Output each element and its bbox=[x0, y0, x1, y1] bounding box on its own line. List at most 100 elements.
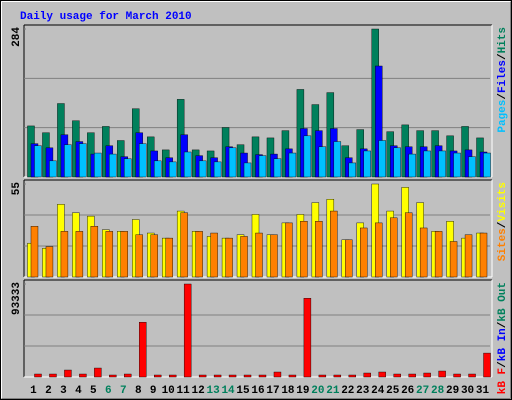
bar bbox=[79, 143, 87, 178]
bar bbox=[60, 231, 69, 278]
bar bbox=[198, 160, 207, 178]
x-tick-label: 18 bbox=[281, 385, 295, 397]
x-tick-label: 31 bbox=[476, 385, 490, 397]
bar bbox=[45, 246, 54, 278]
legend-entry: kB Out bbox=[497, 282, 509, 322]
bar bbox=[213, 374, 222, 378]
bar bbox=[345, 239, 353, 278]
bar bbox=[105, 231, 114, 278]
x-tick-label: 21 bbox=[326, 385, 340, 397]
bar bbox=[330, 210, 338, 278]
x-tick-label: 1 bbox=[30, 385, 37, 397]
x-tick-label: 17 bbox=[266, 385, 279, 397]
bar bbox=[109, 374, 117, 378]
legend-entry: Files bbox=[497, 60, 509, 93]
bar bbox=[408, 153, 416, 178]
bar bbox=[348, 162, 357, 178]
bar bbox=[408, 373, 416, 378]
bar bbox=[333, 141, 342, 178]
bar bbox=[243, 162, 252, 178]
bar bbox=[213, 161, 222, 178]
bar bbox=[64, 144, 72, 178]
x-tick-label: 20 bbox=[311, 385, 324, 397]
bar bbox=[154, 374, 162, 378]
bar bbox=[438, 370, 446, 378]
bar bbox=[79, 373, 87, 378]
bar bbox=[90, 226, 99, 278]
bar bbox=[139, 321, 147, 378]
bar bbox=[348, 374, 357, 378]
legend-entry: Visits bbox=[497, 182, 509, 222]
bar bbox=[434, 231, 443, 278]
bar bbox=[360, 227, 368, 278]
panel bbox=[24, 280, 492, 377]
bar bbox=[453, 373, 461, 378]
legend: Sites/Visits bbox=[497, 182, 509, 261]
x-tick-label: 14 bbox=[221, 385, 235, 397]
bar bbox=[243, 374, 252, 378]
bar bbox=[168, 161, 177, 178]
bar bbox=[228, 147, 237, 178]
bar bbox=[419, 227, 428, 278]
bar bbox=[75, 231, 84, 278]
bar bbox=[34, 145, 42, 178]
bar bbox=[285, 222, 293, 278]
x-tick-label: 11 bbox=[177, 385, 191, 397]
bar bbox=[300, 220, 308, 278]
bar bbox=[318, 146, 327, 178]
bar bbox=[94, 152, 102, 178]
x-tick-label: 27 bbox=[416, 385, 429, 397]
legend-entry: kB F bbox=[497, 368, 509, 394]
legend-separator: / bbox=[497, 361, 509, 368]
x-tick-label: 15 bbox=[236, 385, 250, 397]
bar bbox=[180, 212, 188, 278]
bar bbox=[273, 158, 282, 178]
bar bbox=[135, 234, 143, 278]
bar bbox=[378, 140, 386, 178]
legend-separator: / bbox=[497, 93, 509, 100]
bar bbox=[363, 372, 371, 378]
bar bbox=[378, 371, 386, 378]
bar bbox=[198, 374, 207, 378]
x-tick-label: 8 bbox=[135, 385, 142, 397]
legend-entry: kB In bbox=[497, 328, 509, 361]
x-tick-label: 3 bbox=[60, 385, 67, 397]
bar bbox=[423, 150, 431, 178]
bar bbox=[453, 152, 461, 178]
bar bbox=[404, 212, 413, 278]
bar bbox=[124, 373, 132, 378]
x-tick-label: 7 bbox=[120, 385, 127, 397]
bar bbox=[225, 237, 233, 278]
bar bbox=[258, 374, 267, 378]
bar bbox=[468, 156, 476, 178]
bar bbox=[168, 374, 177, 378]
bar bbox=[393, 373, 401, 378]
x-tick-label: 6 bbox=[105, 385, 112, 397]
bar bbox=[228, 374, 237, 378]
y-tick-label: 93333 bbox=[11, 282, 23, 315]
bar bbox=[34, 373, 42, 378]
bar bbox=[449, 241, 458, 278]
bar bbox=[438, 150, 446, 178]
x-tick-label: 25 bbox=[386, 385, 400, 397]
bar bbox=[124, 158, 132, 178]
x-tick-label: 12 bbox=[192, 385, 205, 397]
bar bbox=[195, 231, 203, 278]
bar bbox=[303, 135, 312, 178]
bar bbox=[255, 232, 263, 278]
bar bbox=[393, 147, 401, 178]
bar bbox=[318, 374, 327, 378]
legend-entry: Pages bbox=[497, 100, 509, 133]
y-tick-label: 284 bbox=[11, 27, 23, 47]
x-tick-label: 10 bbox=[162, 385, 175, 397]
bar bbox=[273, 371, 282, 378]
legend-separator: / bbox=[497, 53, 509, 60]
legend: Pages/Files/Hits bbox=[497, 27, 509, 133]
legend-entry: Hits bbox=[497, 27, 509, 53]
bar bbox=[464, 234, 473, 278]
bar bbox=[303, 298, 312, 378]
bar bbox=[363, 150, 371, 178]
bar bbox=[288, 374, 297, 378]
x-tick-label: 9 bbox=[150, 385, 157, 397]
bar bbox=[109, 153, 117, 178]
